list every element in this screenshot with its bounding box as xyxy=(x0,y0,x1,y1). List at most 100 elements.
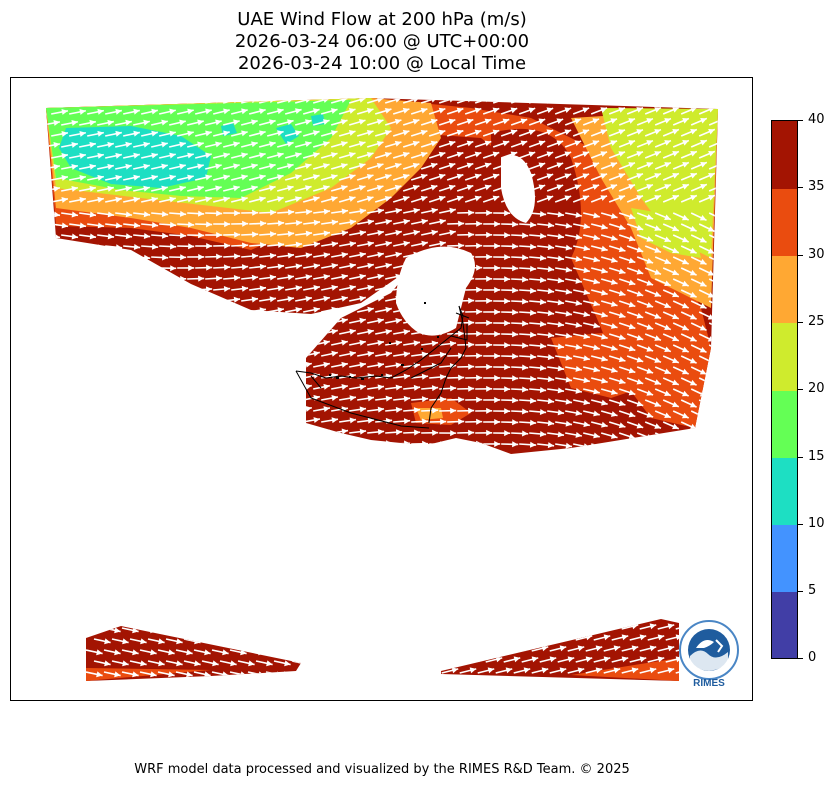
wind-arrow-head xyxy=(205,130,212,137)
wind-arrow xyxy=(177,396,195,401)
wind-arrow-head xyxy=(366,129,374,136)
wind-arrow-head xyxy=(636,422,644,429)
wind-arrow-head xyxy=(340,185,348,191)
wind-arrow-head xyxy=(628,367,636,374)
wind-arrow-head xyxy=(62,375,69,382)
wind-arrow-head xyxy=(689,401,697,408)
wind-arrow-head xyxy=(180,254,187,261)
wind-arrow xyxy=(61,300,79,304)
wind-arrow-head xyxy=(592,162,600,168)
wind-arrow-head xyxy=(707,402,715,408)
wind-arrow-head xyxy=(359,273,366,280)
wind-arrow-head xyxy=(385,328,392,335)
wind-arrow-head xyxy=(604,612,611,618)
wind-arrow-head xyxy=(557,277,565,284)
wind-arrow xyxy=(195,396,213,401)
wind-arrow-head xyxy=(215,275,223,282)
wind-arrow-head xyxy=(212,638,219,645)
wind-arrow xyxy=(159,439,177,445)
wind-arrow-head xyxy=(601,377,608,384)
wind-arrow-head xyxy=(295,328,302,335)
wind-arrow-head xyxy=(259,152,266,159)
wind-arrow xyxy=(97,278,115,282)
wind-arrow-head xyxy=(126,298,133,305)
wind-arrow-head xyxy=(664,390,671,397)
wind-arrow-head xyxy=(538,162,546,169)
wind-arrow-head xyxy=(658,612,665,618)
wind-arrow-head xyxy=(592,140,600,146)
wind-arrow xyxy=(477,646,495,652)
wind-arrow-head xyxy=(150,649,157,656)
wind-arrow-head xyxy=(512,419,519,426)
wind-arrow-head xyxy=(79,439,87,446)
wind-arrow-head xyxy=(241,307,249,314)
wind-arrow-head xyxy=(107,211,115,218)
wind-arrow-head xyxy=(53,255,61,262)
wind-arrow-head xyxy=(312,130,320,136)
wind-arrow-head xyxy=(179,163,186,170)
wind-arrow xyxy=(213,374,231,379)
wind-arrow-head xyxy=(636,129,643,135)
wind-arrow xyxy=(567,624,585,630)
wind-arrow-head xyxy=(125,406,133,413)
wind-arrow-head xyxy=(582,129,590,135)
wind-arrow-head xyxy=(187,130,194,137)
wind-arrow-head xyxy=(151,130,158,137)
wind-arrow-head xyxy=(430,162,438,169)
wind-arrow-head xyxy=(258,649,265,656)
wind-arrow-head xyxy=(72,407,79,414)
wind-arrow-head xyxy=(413,273,420,280)
wind-arrow-head xyxy=(601,333,608,340)
wind-arrow-head xyxy=(161,406,168,413)
wind-arrow-head xyxy=(556,162,564,169)
wind-arrow-head xyxy=(512,331,519,338)
wind-arrow-head xyxy=(348,152,356,158)
wind-arrow-head xyxy=(260,220,267,227)
wind-arrow xyxy=(310,661,327,665)
wind-arrow-head xyxy=(151,373,159,380)
wind-arrow-head xyxy=(277,394,284,401)
wind-arrow xyxy=(612,614,628,618)
wind-arrow-head xyxy=(295,416,302,423)
wind-arrow xyxy=(648,614,664,618)
wind-arrow xyxy=(79,300,97,304)
wind-arrow-head xyxy=(646,368,654,374)
wind-arrow-head xyxy=(505,667,513,674)
wind-arrow xyxy=(249,395,266,401)
wind-arrow-head xyxy=(395,317,402,324)
wind-arrow xyxy=(267,395,284,401)
wind-arrow xyxy=(231,395,248,401)
wind-arrow-head xyxy=(367,284,374,291)
wind-arrow xyxy=(87,441,105,445)
wind-arrow-head xyxy=(79,244,87,251)
wind-arrow-head xyxy=(53,211,61,218)
wind-arrow xyxy=(141,440,159,445)
wind-arrow-head xyxy=(707,380,715,386)
wind-arrow xyxy=(662,443,680,452)
wind-arrow-head xyxy=(476,286,483,293)
wind-arrow-head xyxy=(323,208,331,215)
wind-arrow-head xyxy=(646,280,654,286)
wind-arrow-head xyxy=(502,140,510,147)
wind-arrow-head xyxy=(403,218,410,225)
wind-arrow-head xyxy=(654,195,661,201)
wind-arrow xyxy=(486,614,502,618)
wind-arrow-head xyxy=(133,265,141,272)
wind-arrow-head xyxy=(132,671,139,678)
wind-arrow xyxy=(105,267,123,271)
wind-arrow-head xyxy=(302,660,308,666)
wind-arrow-head xyxy=(330,174,338,180)
wind-arrow-head xyxy=(717,281,718,287)
wind-arrow-head xyxy=(107,141,114,148)
wind-arrow-head xyxy=(179,319,187,326)
wind-arrow xyxy=(159,310,177,313)
wind-arrow-head xyxy=(494,264,501,271)
wind-arrow xyxy=(708,410,718,420)
wind-arrow-head xyxy=(468,385,475,392)
wind-arrow xyxy=(539,635,557,641)
wind-arrow-head xyxy=(689,379,697,386)
wind-arrow-head xyxy=(366,151,374,158)
wind-arrow xyxy=(195,352,213,357)
wind-arrow-head xyxy=(107,98,114,104)
wind-arrow-head xyxy=(547,376,555,383)
